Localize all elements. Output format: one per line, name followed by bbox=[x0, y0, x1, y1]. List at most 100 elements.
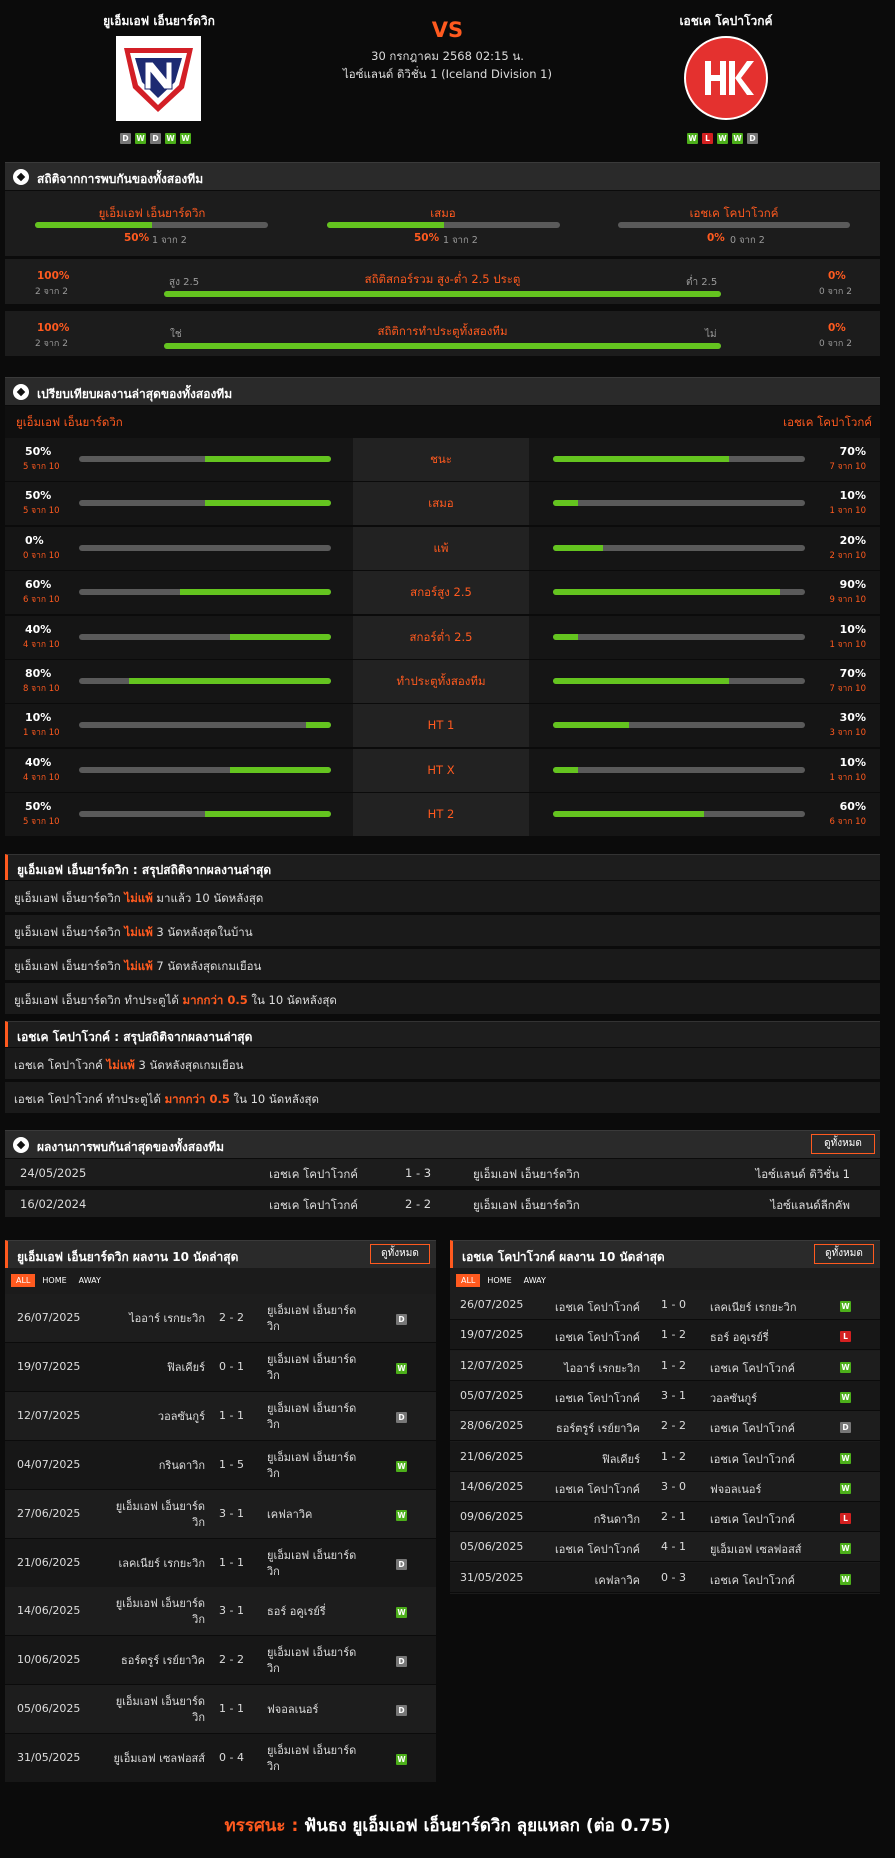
away-team[interactable]: ยูเอ็มเอฟ เซลฟอสส์ bbox=[710, 1543, 802, 1557]
home-team[interactable]: เอชเค โคปาโวกค์ bbox=[555, 1543, 640, 1557]
home-team[interactable]: วอลซันกูร์ bbox=[157, 1409, 205, 1423]
home-team[interactable]: เอชเค โคปาโวกค์ bbox=[555, 1391, 640, 1405]
away-team[interactable]: ยูเอ็มเอฟ เอ็นยาร์ด วิก bbox=[267, 1744, 357, 1774]
compare-home-name[interactable]: ยูเอ็มเอฟ เอ็นยาร์ดวิก bbox=[16, 415, 123, 429]
home-team[interactable]: ยูเอ็มเอฟ เอ็นยาร์ด วิก bbox=[115, 1499, 205, 1529]
away-team[interactable]: ยูเอ็มเอฟ เอ็นยาร์ด วิก bbox=[267, 1304, 357, 1333]
match-row[interactable]: 05/07/2025 เอชเค โคปาโวกค์ 3 - 1 วอลซันกูร์… bbox=[450, 1380, 880, 1411]
match-row[interactable]: 04/07/2025 กรินดาวิก 1 - 5 ยูเอ็มเอฟ เอ็นยา… bbox=[5, 1440, 436, 1490]
tab-away[interactable]: AWAY bbox=[78, 1276, 101, 1285]
match-row[interactable]: 14/06/2025 เอชเค โคปาโวกค์ 3 - 0 ฟจอลเนอร์ W bbox=[450, 1471, 880, 1502]
away-bar-fill bbox=[553, 633, 579, 640]
home-team[interactable]: ฟิลเคียร์ bbox=[601, 1452, 640, 1466]
home-team[interactable]: เคฟลาวิค bbox=[594, 1573, 640, 1587]
tab-away[interactable]: AWAY bbox=[523, 1276, 546, 1285]
tab-all[interactable]: ALL bbox=[456, 1274, 481, 1287]
home-team-logo[interactable] bbox=[116, 36, 201, 121]
match-row[interactable]: 31/05/2025 เคฟลาวิค 0 - 3 เอชเค โคปาโวกค์ W bbox=[450, 1562, 880, 1593]
match-date: 14/06/2025 bbox=[17, 1604, 81, 1618]
away-team[interactable]: ธอร์ อคูเรย์รี่ bbox=[710, 1331, 769, 1345]
match-row[interactable]: 09/06/2025 กรินดาวิก 2 - 1 เอชเค โคปาโวกค์ L bbox=[450, 1502, 880, 1533]
home-team[interactable]: ยูเอ็มเอฟ เซลฟอสส์ bbox=[113, 1752, 205, 1766]
away-team[interactable]: เอชเค โคปาโวกค์ bbox=[710, 1422, 795, 1436]
home-bar-fill bbox=[129, 678, 331, 684]
home-team-name[interactable]: ยูเอ็มเอฟ เอ็นยาร์ดวิก bbox=[103, 14, 215, 28]
home-team[interactable]: ไออาร์ เรกยะวิก bbox=[564, 1361, 640, 1375]
home-last10-view-all-button[interactable]: ดูทั้งหมด bbox=[370, 1244, 430, 1264]
compare-home-cell: 10% 1 จาก 10 bbox=[5, 704, 353, 748]
away-count: 7 จาก 10 bbox=[829, 462, 866, 472]
form-badge: W bbox=[732, 133, 743, 144]
tab-home[interactable]: HOME bbox=[42, 1276, 67, 1285]
match-row[interactable]: 26/07/2025 ไออาร์ เรกยะวิก 2 - 2 ยูเอ็มเอฟ … bbox=[5, 1294, 436, 1343]
away-team[interactable]: เลคเนียร์ เรกยะวิก bbox=[710, 1301, 797, 1314]
away-team[interactable]: เอชเค โคปาโวกค์ bbox=[710, 1513, 795, 1527]
away-team[interactable]: เอชเค โคปาโวกค์ bbox=[710, 1573, 795, 1587]
away-team[interactable]: ยูเอ็มเอฟ เอ็นยาร์ด วิก bbox=[267, 1548, 357, 1578]
tab-all[interactable]: ALL bbox=[11, 1274, 36, 1287]
away-team-name[interactable]: เอชเค โคปาโวกค์ bbox=[679, 14, 773, 28]
match-row[interactable]: 26/07/2025 เอชเค โคปาโวกค์ 1 - 0 เลคเนียร์ … bbox=[450, 1290, 880, 1320]
match-row[interactable]: 27/06/2025 ยูเอ็มเอฟ เอ็นยาร์ด วิก 3 - 1 เค… bbox=[5, 1489, 436, 1539]
home-team[interactable]: เลคเนียร์ เรกยะวิก bbox=[118, 1556, 205, 1570]
match-row[interactable]: 19/07/2025 ฟิลเคียร์ 0 - 1 ยูเอ็มเอฟ เอ็นยา… bbox=[5, 1342, 436, 1392]
match-row[interactable]: 12/07/2025 ไออาร์ เรกยะวิก 1 - 2 เอชเค โคปา… bbox=[450, 1350, 880, 1381]
compare-team-row: ยูเอ็มเอฟ เอ็นยาร์ดวิก เอชเค โคปาโวกค์ bbox=[5, 406, 880, 438]
away-team[interactable]: เคฟลาวิค bbox=[267, 1507, 313, 1521]
home-team[interactable]: เอชเค โคปาโวกค์ bbox=[269, 1167, 358, 1181]
home-bar bbox=[79, 678, 331, 684]
home-team[interactable]: ฟิลเคียร์ bbox=[166, 1360, 205, 1374]
h2h-away-name: เอชเค โคปาโวกค์ bbox=[689, 206, 779, 220]
home-team[interactable]: ธอร์ตรูร์ เรย์ยาวิค bbox=[121, 1654, 205, 1668]
summary-highlight: ไม่แพ้ bbox=[124, 959, 153, 973]
match-row[interactable]: 12/07/2025 วอลซันกูร์ 1 - 1 ยูเอ็มเอฟ เอ็นย… bbox=[5, 1391, 436, 1441]
match-row[interactable]: 05/06/2025 เอชเค โคปาโวกค์ 4 - 1 ยูเอ็มเอฟ … bbox=[450, 1532, 880, 1563]
match-row[interactable]: 21/06/2025 เลคเนียร์ เรกยะวิก 1 - 1 ยูเอ็มเ… bbox=[5, 1538, 436, 1588]
home-team[interactable]: เอชเค โคปาโวกค์ bbox=[555, 1482, 640, 1496]
compare-away-cell: 10% 1 จาก 10 bbox=[529, 482, 880, 526]
away-team-logo[interactable] bbox=[684, 36, 768, 120]
away-team[interactable]: เอชเค โคปาโวกค์ bbox=[710, 1452, 795, 1466]
away-team[interactable]: ยูเอ็มเอฟ เอ็นยาร์ดวิก bbox=[473, 1198, 580, 1212]
compare-away-name[interactable]: เอชเค โคปาโวกค์ bbox=[783, 415, 872, 429]
away-team[interactable]: ยูเอ็มเอฟ เอ็นยาร์ด วิก bbox=[267, 1401, 357, 1431]
match-row[interactable]: 10/06/2025 ธอร์ตรูร์ เรย์ยาวิค 2 - 2 ยูเอ็ม… bbox=[5, 1636, 436, 1686]
btts-row: 100% 2 จาก 2 ใช่ สถิติการทำประตูทั้งสองท… bbox=[5, 311, 880, 356]
away-team[interactable]: ยูเอ็มเอฟ เอ็นยาร์ด วิก bbox=[267, 1352, 357, 1382]
home-team[interactable]: เอชเค โคปาโวกค์ bbox=[555, 1331, 640, 1345]
home-team[interactable]: เอชเค โคปาโวกค์ bbox=[269, 1198, 358, 1212]
home-team[interactable]: ไออาร์ เรกยะวิก bbox=[129, 1312, 205, 1325]
h2h-view-all-button[interactable]: ดูทั้งหมด bbox=[811, 1134, 875, 1154]
away-team[interactable]: ยูเอ็มเอฟ เอ็นยาร์ด วิก bbox=[267, 1450, 357, 1480]
away-team[interactable]: เอชเค โคปาโวกค์ bbox=[710, 1361, 795, 1375]
away-team[interactable]: วอลซันกูร์ bbox=[710, 1391, 758, 1405]
match-row[interactable]: 28/06/2025 ธอร์ตรูร์ เรย์ยาวิค 2 - 2 เอชเค … bbox=[450, 1411, 880, 1442]
match-date: 26/07/2025 bbox=[17, 1311, 81, 1324]
match-date: 21/06/2025 bbox=[17, 1555, 81, 1569]
home-team[interactable]: ยูเอ็มเอฟ เอ็นยาร์ด วิก bbox=[115, 1597, 205, 1627]
home-team[interactable]: เอชเค โคปาโวกค์ bbox=[555, 1301, 640, 1314]
away-team[interactable]: ฟจอลเนอร์ bbox=[267, 1703, 319, 1717]
away-team[interactable]: ธอร์ อคูเรย์รี่ bbox=[267, 1605, 326, 1619]
away-team[interactable]: ยูเอ็มเอฟ เอ็นยาร์ด วิก bbox=[267, 1646, 357, 1676]
match-row[interactable]: 14/06/2025 ยูเอ็มเอฟ เอ็นยาร์ด วิก 3 - 1 ธอ… bbox=[5, 1587, 436, 1637]
away-team[interactable]: ยูเอ็มเอฟ เอ็นยาร์ดวิก bbox=[473, 1167, 580, 1181]
away-team[interactable]: ฟจอลเนอร์ bbox=[710, 1482, 762, 1496]
match-date: 28/06/2025 bbox=[460, 1419, 524, 1433]
match-row[interactable]: 05/06/2025 ยูเอ็มเอฟ เอ็นยาร์ด วิก 1 - 1 ฟจ… bbox=[5, 1685, 436, 1735]
match-row[interactable]: 19/07/2025 เอชเค โคปาโวกค์ 1 - 2 ธอร์ อคูเร… bbox=[450, 1320, 880, 1351]
match-date: 27/06/2025 bbox=[17, 1506, 81, 1520]
match-row[interactable]: 21/06/2025 ฟิลเคียร์ 1 - 2 เอชเค โคปาโวกค์ W bbox=[450, 1441, 880, 1472]
home-team[interactable]: กรินดาวิก bbox=[158, 1458, 205, 1472]
away-last10-view-all-button[interactable]: ดูทั้งหมด bbox=[814, 1244, 874, 1264]
away-count: 2 จาก 10 bbox=[829, 550, 866, 561]
home-team[interactable]: กรินดาวิก bbox=[593, 1513, 640, 1527]
home-team[interactable]: ยูเอ็มเอฟ เอ็นยาร์ด วิก bbox=[115, 1695, 205, 1725]
h2h-home-bar-fill bbox=[35, 222, 152, 228]
h2h-row[interactable]: 24/05/2025 เอชเค โคปาโวกค์ 1 - 3 ยูเอ็มเอฟ … bbox=[5, 1159, 880, 1187]
h2h-row[interactable]: 16/02/2024 เอชเค โคปาโวกค์ 2 - 2 ยูเอ็มเอฟ … bbox=[5, 1190, 880, 1218]
tab-home[interactable]: HOME bbox=[487, 1276, 512, 1285]
home-team[interactable]: ธอร์ตรูร์ เรย์ยาวิค bbox=[556, 1422, 640, 1436]
match-row[interactable]: 31/05/2025 ยูเอ็มเอฟ เซลฟอสส์ 0 - 4 ยูเอ็มเ… bbox=[5, 1734, 436, 1784]
